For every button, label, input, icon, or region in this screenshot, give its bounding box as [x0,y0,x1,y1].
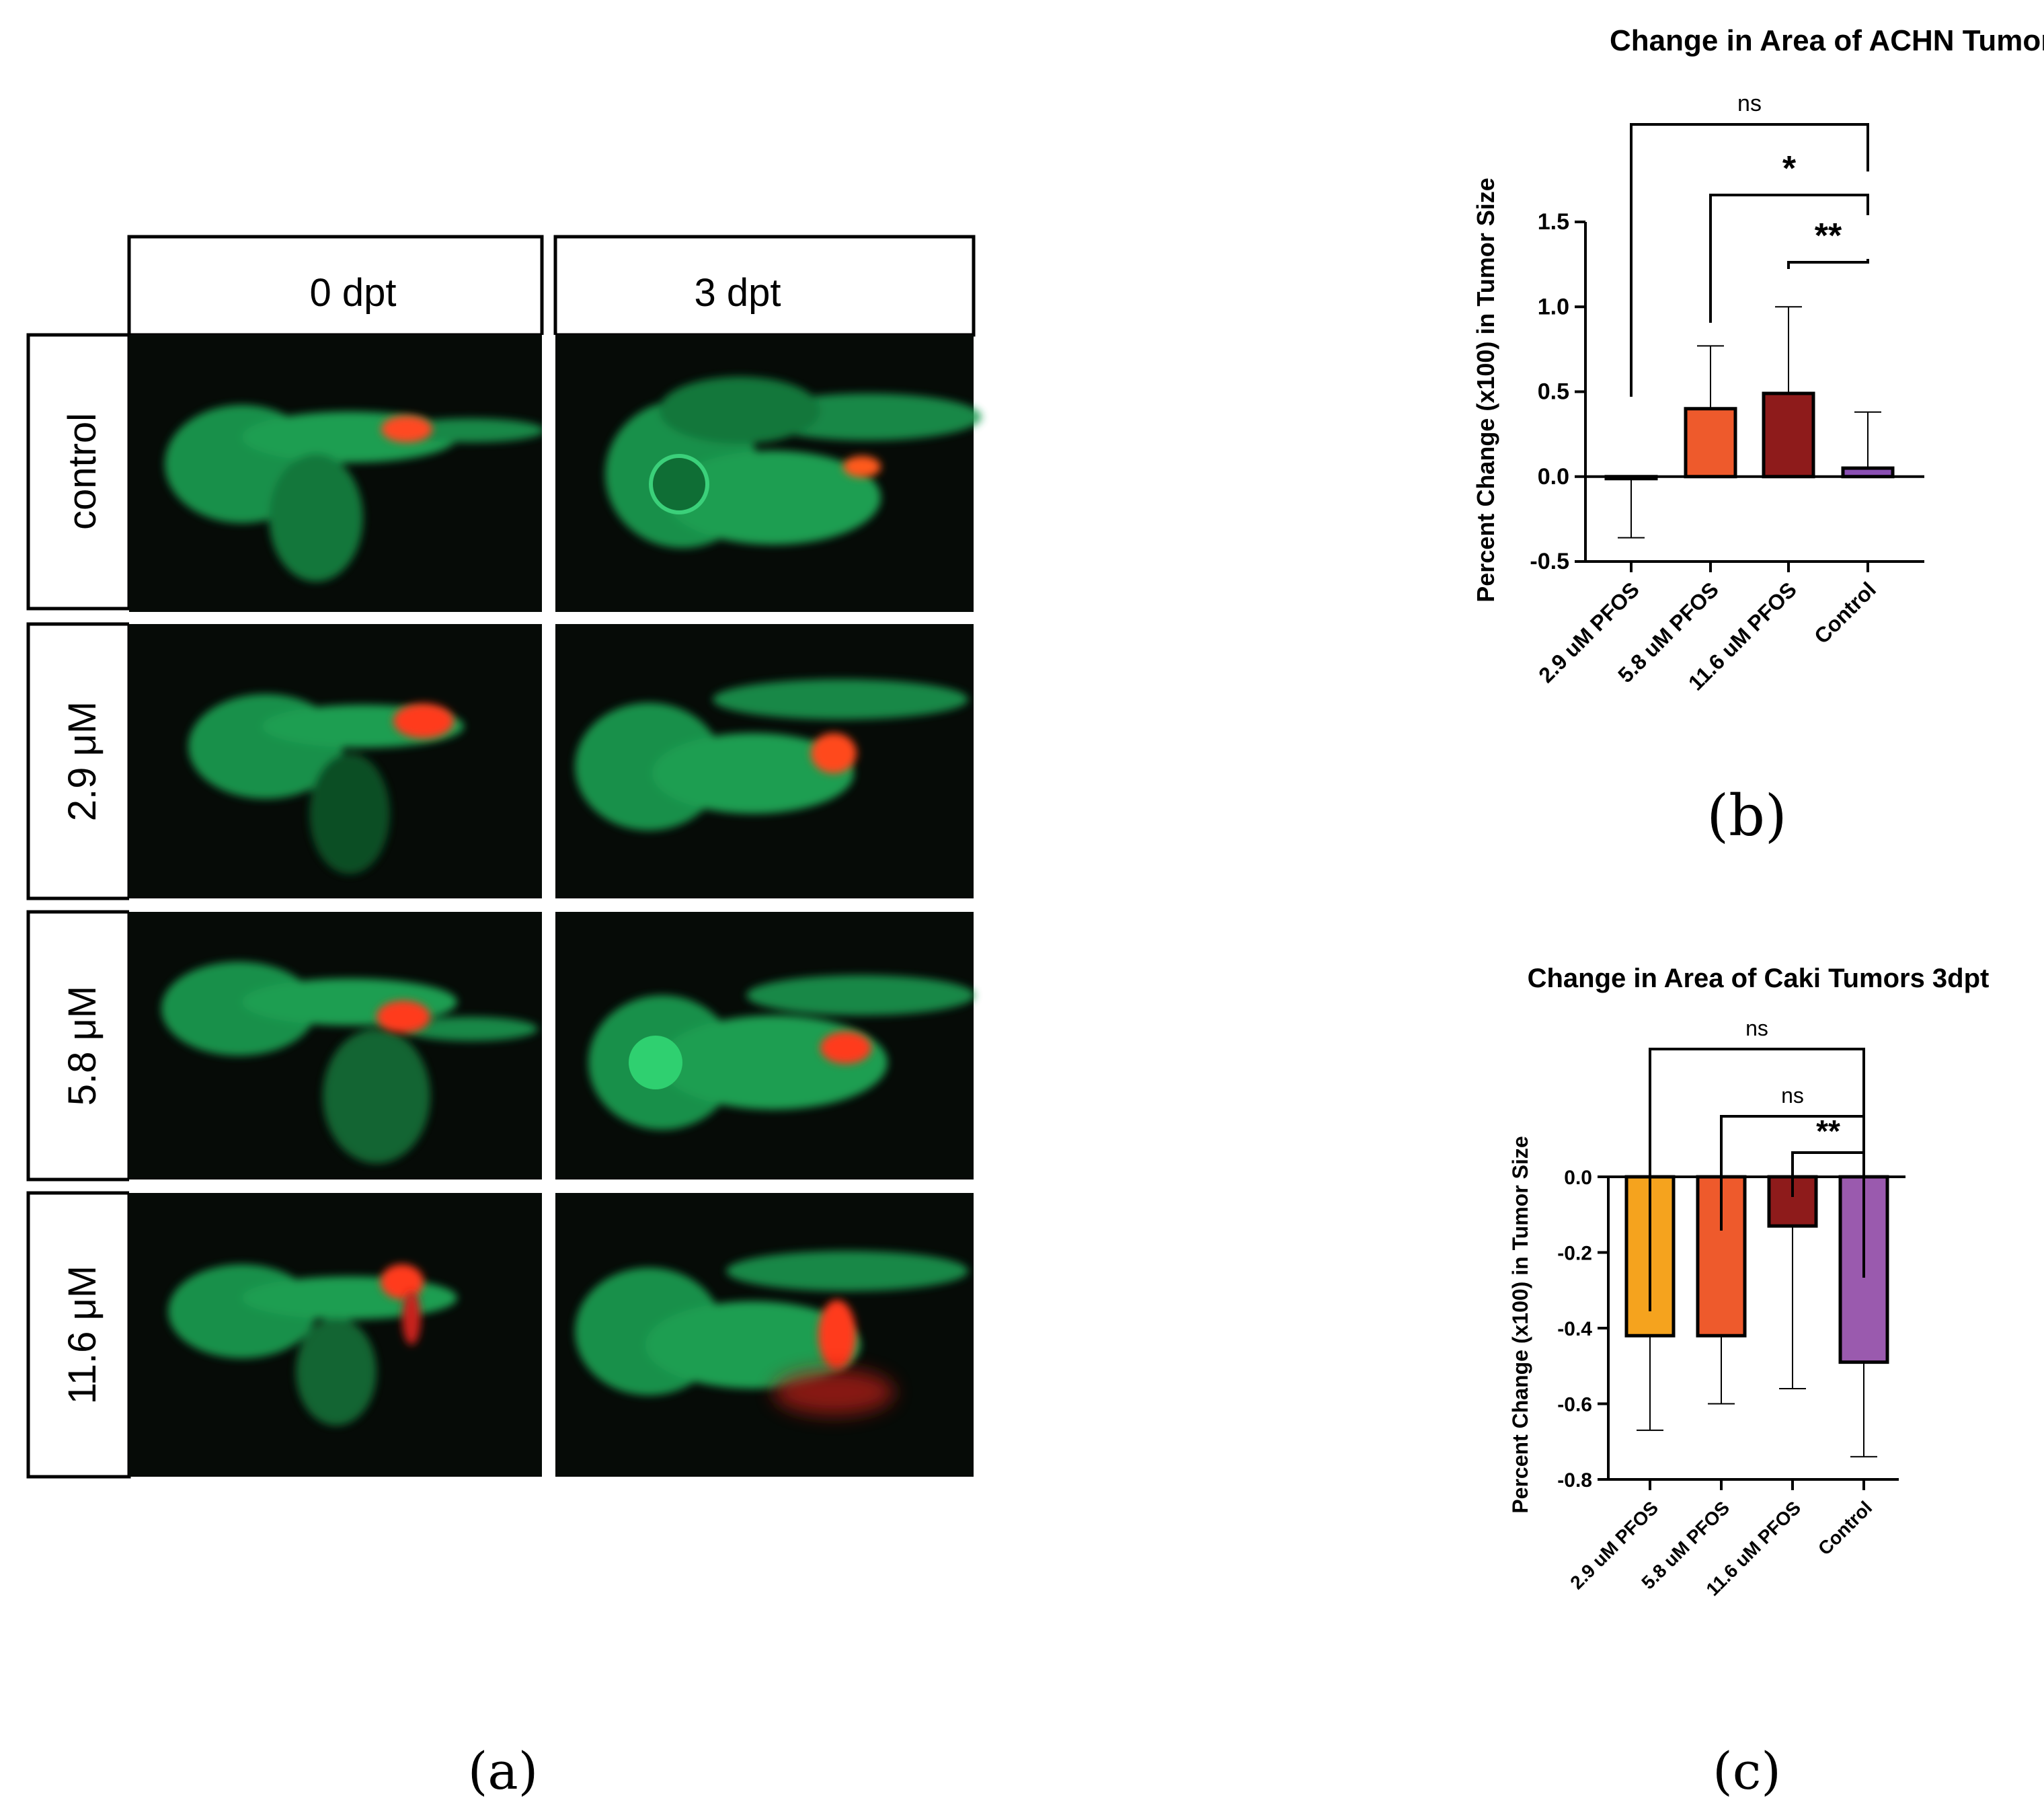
row-label-11-6uM: 11.6 μM [61,1266,104,1404]
x-tick-label: Control [1809,577,1881,648]
y-axis-label: Percent Change (x100) in Tumor Size [1472,178,1499,603]
significance-label: ** [1816,1114,1840,1149]
bar [1762,391,1815,479]
panel-label-c: (c) [1713,1741,1781,1801]
panel-label-b: (b) [1706,783,1786,849]
chart-title: Change in Area of Caki Tumors 3dpt [1528,964,1990,993]
significance-label: * [1782,149,1797,188]
microscopy-panel: 0 dpt 3 dpt control 2.9 μM 5.8 μM 11.6 μ… [26,235,982,1479]
significance-bracket [1787,259,1869,269]
y-tick-label: -0.8 [1557,1469,1592,1492]
row-label-5-8uM: 5.8 μM [61,986,104,1106]
y-tick-label: -0.4 [1557,1318,1592,1340]
significance-label: ns [1745,1016,1768,1040]
significance-label: ns [1737,91,1762,116]
y-tick-label: 0.0 [1538,464,1569,490]
image-control-0dpt [129,335,545,612]
chart-title: Change in Area of ACHN Tumors 3dpt [1610,24,2044,57]
x-tick-label: Control [1814,1497,1876,1559]
y-tick-label: -0.2 [1557,1243,1592,1265]
image-2-9uM-3dpt [555,624,974,898]
image-5-8uM-0dpt [129,912,542,1180]
y-tick-label: 1.5 [1538,209,1569,235]
significance-bracket [1709,194,1869,323]
y-tick-label: 0.5 [1538,379,1569,405]
y-axis-label: Percent Change (x100) in Tumor Size [1508,1136,1532,1513]
y-tick-label: -0.6 [1557,1394,1592,1416]
row-label-box-11-6 [26,1191,131,1479]
chart-achn: Change in Area of ACHN Tumors 3dpt Perce… [1472,24,2044,695]
row-label-control: control [61,413,104,530]
significance-label: ns [1781,1083,1804,1108]
significance-bracket [1791,1151,1865,1224]
row-label-2-9uM: 2.9 μM [61,701,104,821]
bar [1841,466,1895,479]
column-header-box-3dpt [553,235,976,337]
image-5-8uM-3dpt [555,912,975,1180]
bar [1684,407,1737,479]
panel-label-a: (a) [468,1741,539,1801]
significance-brackets: ns*** [1630,91,1869,397]
image-2-9uM-0dpt [129,624,542,898]
significance-bracket [1649,1048,1865,1311]
y-tick-label: 0.0 [1564,1167,1592,1189]
significance-bracket [1630,123,1869,397]
column-header-3dpt: 3 dpt [695,271,781,315]
column-header-0dpt: 0 dpt [310,271,397,315]
y-tick-label: 1.0 [1538,294,1569,319]
image-11-6uM-3dpt [555,1186,974,1477]
image-11-6uM-0dpt [129,1193,542,1477]
bars [1624,1175,1889,1458]
column-header-box-0dpt [127,235,544,337]
significance-label: ** [1815,217,1842,256]
row-label-box-5-8 [26,910,131,1182]
significance-brackets: ns ns ** [1649,1016,1865,1311]
image-control-3dpt [555,335,982,616]
bars [1604,306,1895,539]
chart-caki: Change in Area of Caki Tumors 3dpt Perce… [1508,964,1989,1600]
row-label-box-control [26,333,131,611]
y-tick-label: -0.5 [1530,549,1569,574]
